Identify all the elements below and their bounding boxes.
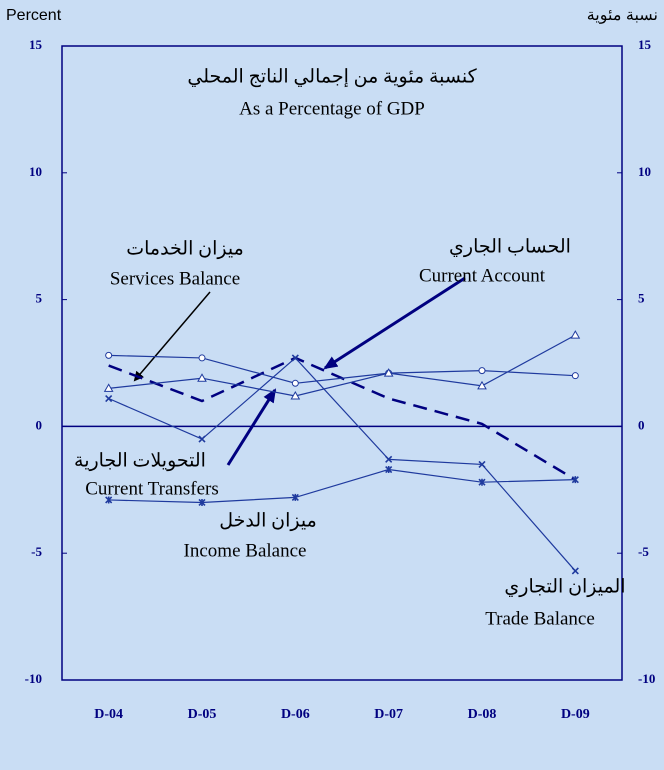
series-line <box>108 468 576 504</box>
point-marker <box>198 498 206 507</box>
y-tick-label: 10 <box>29 164 42 179</box>
y-tick-label: 0 <box>36 417 43 432</box>
series-line <box>108 334 576 397</box>
arrow <box>133 291 211 382</box>
annotation-english: Trade Balance <box>485 608 595 629</box>
point-marker <box>478 460 486 469</box>
arrow <box>323 276 466 370</box>
y2-axis-label: نسبة مئوية <box>587 7 658 24</box>
x-tick-label: D-04 <box>94 707 123 722</box>
y2-tick-label: 10 <box>638 164 651 179</box>
point-marker <box>198 435 206 443</box>
point-marker <box>477 380 487 390</box>
x-tick-label: D-07 <box>374 707 403 722</box>
point-marker <box>103 383 114 392</box>
point-marker <box>478 478 486 486</box>
y-tick-label: 5 <box>36 291 43 306</box>
point-marker <box>385 465 393 474</box>
y-tick-label: -5 <box>31 544 42 559</box>
point-marker <box>571 372 579 380</box>
point-marker <box>291 493 299 501</box>
point-marker <box>478 367 486 375</box>
x-tick-label: D-06 <box>281 707 310 722</box>
y2-tick-label: -5 <box>638 544 649 559</box>
point-marker <box>290 390 301 400</box>
annotation-english: Current Transfers <box>85 478 219 499</box>
point-marker <box>383 368 394 377</box>
point-marker <box>198 354 206 362</box>
point-marker <box>105 496 113 504</box>
point-marker <box>197 373 207 382</box>
point-marker <box>105 351 113 359</box>
point-marker <box>570 330 581 339</box>
arrow <box>226 388 277 466</box>
annotation-arabic: التحويلات الجارية <box>74 450 206 471</box>
y2-tick-label: 15 <box>638 37 652 52</box>
y2-tick-label: -10 <box>638 671 655 686</box>
annotation-arabic: ميزان الخدمات <box>126 238 244 259</box>
y-tick-label: -10 <box>25 671 42 686</box>
annotation-arabic: الميزان التجاري <box>504 576 625 597</box>
point-marker <box>291 354 299 362</box>
annotation-english: Income Balance <box>184 540 307 561</box>
series-line <box>108 354 576 384</box>
point-marker <box>291 379 299 387</box>
point-marker <box>571 567 579 575</box>
x-tick-label: D-08 <box>468 707 497 722</box>
annotation-english: Services Balance <box>110 268 240 289</box>
annotation-english: Current Account <box>419 265 546 286</box>
annotation-arabic: ميزان الدخل <box>219 510 317 531</box>
x-tick-label: D-05 <box>188 707 217 722</box>
plot-frame <box>61 45 623 681</box>
annotation-arabic: الحساب الجاري <box>449 236 571 257</box>
x-tick-label: D-09 <box>561 707 590 722</box>
point-marker <box>385 455 393 463</box>
point-marker <box>571 476 579 484</box>
y2-tick-label: 5 <box>638 291 645 306</box>
y-tick-label: 15 <box>29 37 43 52</box>
chart-subtitle: As a Percentage of GDP <box>239 98 425 119</box>
point-marker <box>105 394 113 403</box>
y2-tick-label: 0 <box>638 417 645 432</box>
y-axis-label: Percent <box>6 7 62 24</box>
chart-title: كنسبة مئوية من إجمالي الناتج المحلي <box>187 66 477 87</box>
